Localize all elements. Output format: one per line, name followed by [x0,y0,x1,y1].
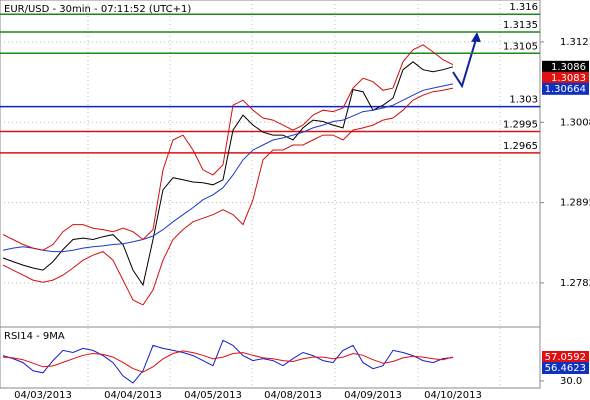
level-label: 1.2965 [503,141,538,152]
arrow-head [471,32,481,42]
series-line [2,83,454,253]
x-tick-label: 04/08/2013 [264,390,322,400]
price-tag-label: 57.0592 [545,352,586,363]
x-tick-label: 04/03/2013 [14,390,72,400]
x-tick-label: 04/04/2013 [104,390,162,400]
price-tag-label: 1.3086 [551,62,586,73]
x-tick-label: 04/10/2013 [424,390,482,400]
price-tag-label: 1.3083 [551,73,586,84]
y-tick-label: 1.2895 [560,198,590,209]
price-tag [542,60,589,73]
level-label: 1.3135 [503,20,538,31]
series-line [2,44,454,251]
rsi-title: RSI14 - 9MA [4,331,65,342]
series-line [2,61,454,287]
level-label: 1.303 [509,95,538,106]
level-label: 1.3105 [503,41,538,52]
y-tick-label: 1.2782 [560,278,590,289]
chart-title: EUR/USD - 30min - 07:11:52 (UTC+1) [4,4,191,15]
day-separators [87,0,501,388]
price-tag [542,351,589,364]
price-tag-label: 56.4623 [545,363,586,374]
level-label: 1.2995 [503,120,538,131]
y-tick-label: 1.3008 [560,117,590,128]
price-tag [542,71,589,84]
x-tick-label: 04/05/2013 [184,390,242,400]
plot-frame [0,0,541,389]
series-line [2,339,454,384]
price-tag-label: 1.30664 [545,84,586,95]
series-line [2,350,454,373]
x-tick-label: 04/09/2013 [344,390,402,400]
y-tick-label: 30.0 [560,376,582,387]
series-line [2,87,454,306]
price-tag [542,82,589,95]
level-label: 1.316 [509,2,538,13]
price-tag [542,362,589,375]
